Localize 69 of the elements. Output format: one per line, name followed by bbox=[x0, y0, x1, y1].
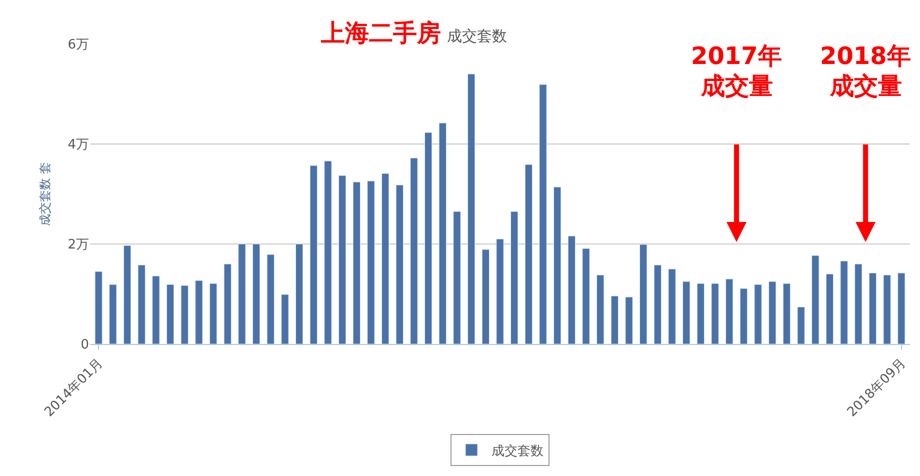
legend-label: 成交套数 bbox=[492, 443, 544, 460]
bar bbox=[381, 173, 390, 344]
bar bbox=[166, 284, 174, 344]
bar bbox=[539, 84, 547, 344]
bar bbox=[854, 264, 862, 344]
annotation: 成交量 bbox=[829, 72, 902, 100]
y-axis-title: 成交套数 套 bbox=[38, 162, 52, 226]
bar bbox=[610, 296, 619, 344]
bar bbox=[238, 244, 246, 344]
annotation: 2017年 bbox=[691, 42, 782, 70]
bar bbox=[281, 294, 289, 344]
bar bbox=[654, 264, 662, 344]
bar bbox=[568, 236, 576, 344]
bar bbox=[868, 272, 877, 344]
bar bbox=[510, 211, 518, 344]
bar bbox=[123, 245, 132, 344]
y-tick-label: 0 bbox=[80, 338, 89, 353]
bar bbox=[726, 278, 734, 344]
bar bbox=[812, 255, 820, 344]
bar bbox=[195, 280, 203, 344]
bar bbox=[782, 283, 791, 344]
bar bbox=[209, 283, 218, 344]
bar bbox=[310, 165, 318, 344]
bar bbox=[482, 249, 490, 344]
annotation: 成交量 bbox=[700, 72, 773, 100]
bar bbox=[754, 284, 762, 344]
bar bbox=[625, 296, 633, 344]
y-tick-label: 6万 bbox=[68, 38, 89, 53]
chart-subtitle: 成交套数 bbox=[446, 27, 507, 46]
bar bbox=[410, 158, 418, 344]
y-tick-label: 4万 bbox=[68, 138, 89, 153]
bar bbox=[711, 283, 719, 344]
bar bbox=[324, 160, 332, 344]
bar bbox=[582, 248, 590, 344]
bar bbox=[109, 284, 117, 344]
bar bbox=[524, 164, 533, 344]
bar bbox=[396, 184, 404, 344]
bar bbox=[797, 306, 805, 344]
bar bbox=[467, 74, 476, 344]
bar bbox=[898, 272, 906, 344]
bar bbox=[424, 132, 432, 344]
bar bbox=[138, 264, 146, 344]
bar bbox=[266, 254, 274, 344]
bar bbox=[180, 285, 188, 344]
bar bbox=[152, 276, 160, 344]
bar bbox=[94, 271, 102, 344]
bar bbox=[438, 122, 446, 344]
annotation: 2018年 bbox=[820, 42, 911, 70]
bar bbox=[696, 283, 705, 344]
bar bbox=[668, 268, 676, 344]
bar bbox=[352, 182, 360, 344]
bar bbox=[596, 274, 604, 344]
bar bbox=[224, 264, 232, 344]
bar bbox=[640, 244, 648, 344]
bar bbox=[496, 238, 504, 344]
bar bbox=[826, 274, 834, 344]
bar bbox=[840, 260, 848, 344]
bar bbox=[682, 281, 690, 344]
bar bbox=[740, 288, 748, 344]
bar bbox=[554, 186, 562, 344]
bar bbox=[295, 244, 304, 344]
bar bbox=[367, 180, 375, 344]
bar bbox=[338, 175, 346, 344]
chart-title: 上海二手房 bbox=[320, 19, 442, 48]
y-tick-label: 2万 bbox=[68, 238, 89, 253]
bar bbox=[883, 274, 891, 344]
bar bbox=[768, 281, 776, 344]
bar bbox=[453, 211, 461, 344]
bar bbox=[252, 244, 260, 344]
